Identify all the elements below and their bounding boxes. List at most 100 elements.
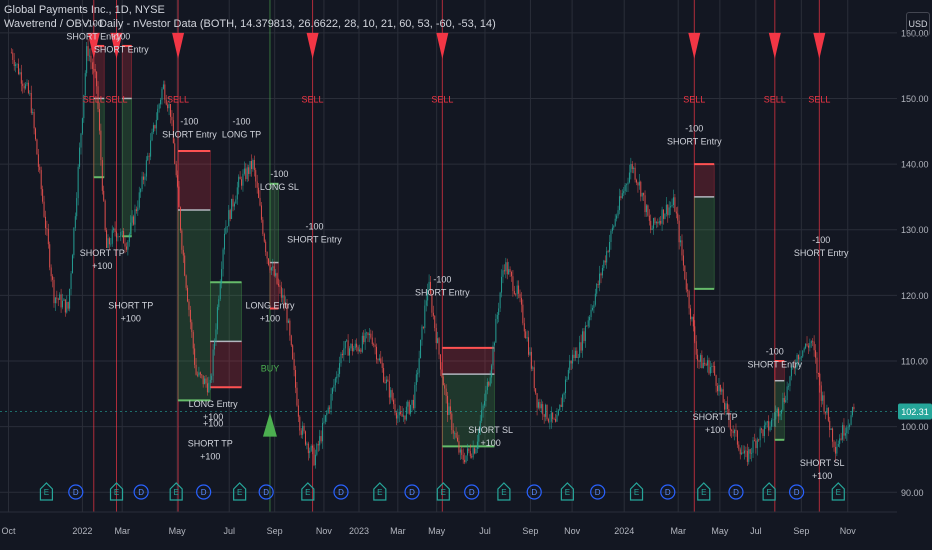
earnings-marker[interactable]: E [169, 482, 183, 501]
earnings-marker[interactable]: E [497, 482, 511, 501]
candle-body [836, 446, 838, 454]
candle-body [483, 401, 485, 406]
candle-body [358, 349, 360, 352]
candle-body [472, 448, 474, 458]
dividend-marker[interactable]: D [464, 484, 480, 500]
candle-body [846, 427, 848, 434]
candle-body [756, 439, 758, 449]
candle-body [536, 393, 538, 408]
candle-body [380, 358, 382, 364]
candle-body [701, 355, 703, 369]
dividend-marker[interactable]: D [590, 484, 606, 500]
candle-body [87, 46, 89, 56]
earnings-marker[interactable]: E [697, 482, 711, 501]
candle-body [236, 187, 238, 200]
earnings-marker[interactable]: E [831, 482, 845, 501]
candle-body [515, 293, 517, 295]
dividend-marker[interactable]: D [333, 484, 349, 500]
candle-body [678, 220, 680, 243]
candle-body [822, 395, 824, 401]
candle-body [67, 301, 69, 309]
candle-body [19, 72, 21, 74]
earnings-icon [497, 482, 511, 501]
earnings-marker[interactable]: E [301, 482, 315, 501]
candle-body [790, 366, 792, 377]
candle-body [762, 429, 764, 436]
candle-body [336, 376, 338, 379]
candle-body [442, 376, 444, 386]
currency-button[interactable]: USD [906, 12, 930, 36]
candle-body [302, 425, 304, 435]
dividend-marker[interactable]: D [660, 484, 676, 500]
candle-body [155, 119, 157, 129]
dividend-icon [196, 484, 212, 500]
candle-body [27, 82, 29, 94]
target-zone [269, 183, 279, 263]
candle-body [351, 343, 353, 352]
candle-body [535, 388, 537, 394]
dividend-marker[interactable]: D [68, 484, 84, 500]
dividend-marker[interactable]: D [196, 484, 212, 500]
earnings-marker[interactable]: E [233, 482, 247, 501]
earnings-marker[interactable]: E [109, 482, 124, 501]
x-tick-label: Jul [750, 526, 762, 536]
candle-body [238, 176, 240, 188]
candle-body [797, 354, 799, 360]
candle-body [145, 160, 147, 177]
annotation-text: +100 [92, 261, 112, 271]
candle-body [414, 384, 416, 409]
earnings-icon [560, 482, 574, 501]
candle-body [755, 440, 757, 449]
candle-body [306, 443, 308, 445]
candle-body [123, 231, 125, 244]
candle-body [432, 312, 434, 316]
candle-body [717, 385, 719, 392]
candle-body [688, 291, 690, 309]
candle-body [70, 273, 72, 290]
dividend-marker[interactable]: D [133, 484, 149, 500]
dividend-marker[interactable]: D [526, 484, 542, 500]
candle-body [694, 326, 696, 342]
dividend-icon [68, 484, 84, 500]
candle-body [582, 331, 584, 351]
candle-body [103, 190, 105, 201]
candle-body [13, 59, 15, 67]
earnings-marker[interactable]: E [373, 482, 387, 501]
earnings-icon [697, 482, 711, 501]
candle-body [245, 168, 247, 180]
candle-body [140, 189, 142, 193]
earnings-marker[interactable]: E [762, 482, 776, 501]
candle-body [337, 373, 339, 377]
indicator-legend[interactable]: Wavetrend / OBV - Daily - nVestor Data (… [4, 18, 496, 30]
candle-body [138, 192, 140, 208]
dividend-marker[interactable]: D [258, 484, 274, 500]
earnings-marker[interactable]: E [629, 482, 644, 501]
y-tick-label: 110.00 [901, 357, 928, 367]
annotation-text: SHORT SL [468, 425, 513, 435]
candle-body [33, 112, 35, 129]
y-tick-label: 100.00 [901, 422, 929, 432]
earnings-marker[interactable]: E [436, 482, 450, 501]
candle-body [657, 222, 659, 224]
candle-body [719, 384, 721, 392]
candle-body [788, 385, 790, 387]
candle-body [192, 332, 194, 349]
dividend-marker[interactable]: D [788, 484, 805, 500]
earnings-marker[interactable]: E [39, 482, 54, 501]
candle-body [610, 230, 612, 242]
annotation-text: SHORT Entry [415, 287, 470, 297]
candle-body [451, 413, 453, 431]
earnings-marker[interactable]: E [560, 482, 574, 501]
dividend-marker[interactable]: D [404, 484, 420, 500]
candle-body [209, 379, 211, 383]
candle-body [268, 258, 270, 266]
candle-body [35, 128, 37, 140]
candle-body [242, 173, 244, 186]
candle-body [83, 94, 85, 119]
dividend-marker[interactable]: D [728, 484, 744, 500]
annotation-text: LONG TP [222, 130, 261, 140]
candle-body [15, 64, 17, 67]
candle-body [543, 414, 545, 417]
